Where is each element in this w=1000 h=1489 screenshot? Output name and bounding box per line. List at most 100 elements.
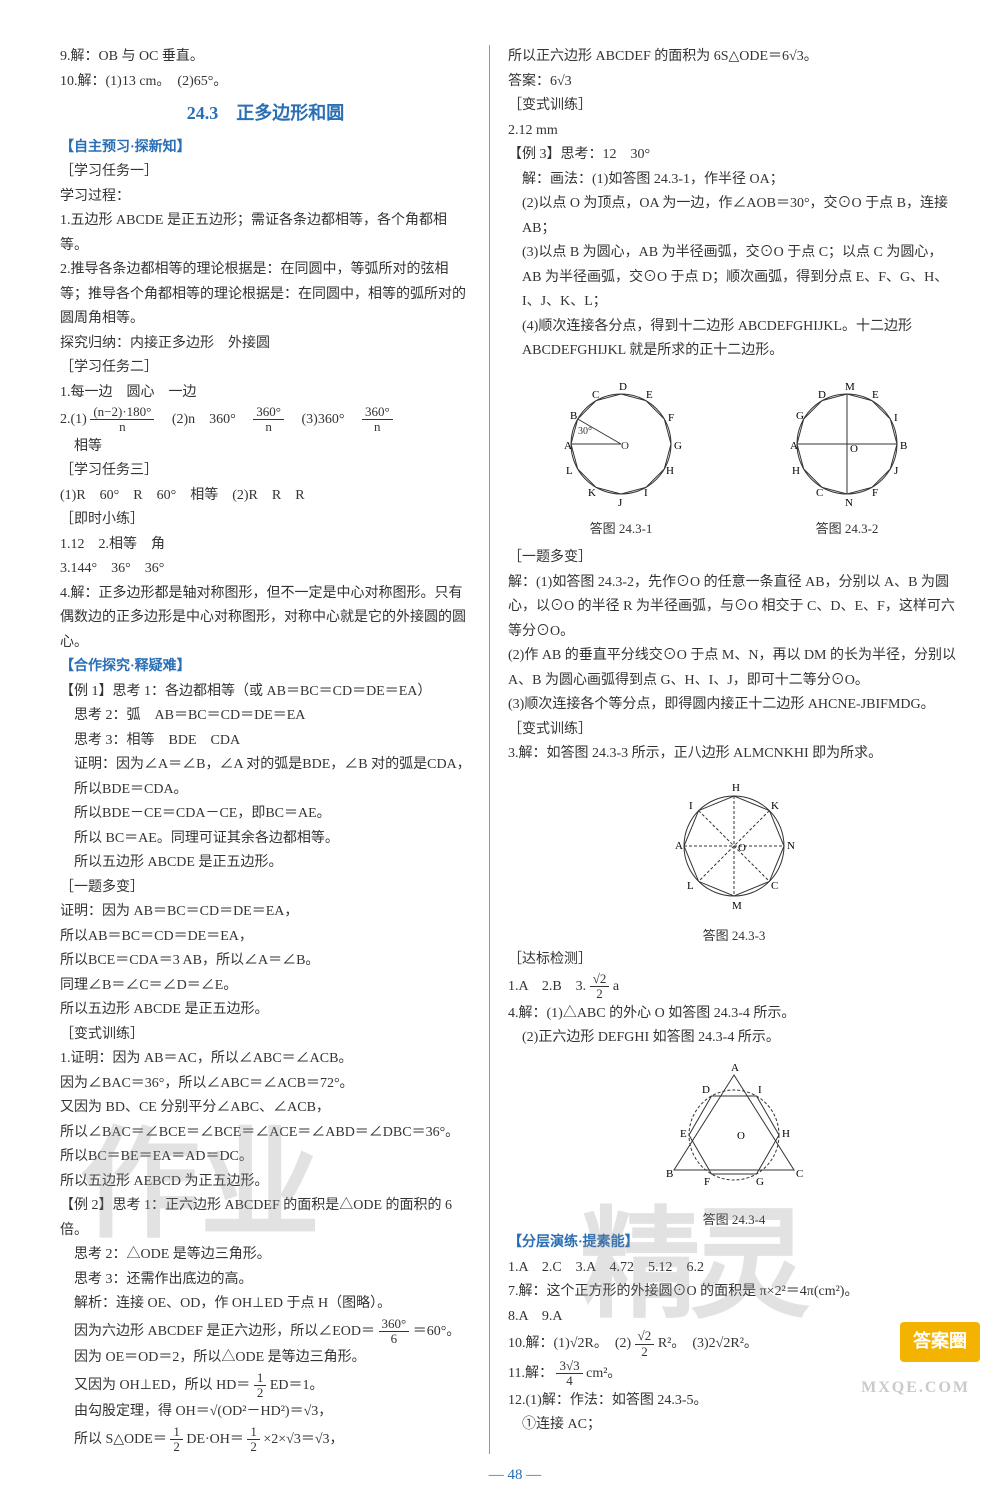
svg-text:M: M (732, 900, 742, 912)
right-column: 所以正六边形 ABCDEF 的面积为 6S△ODE＝6√3。 答案：6√3 ［变… (490, 45, 960, 1454)
line: 因为∠BAC＝36°，所以∠ABC＝∠ACB＝72°。 (60, 1072, 471, 1097)
fraction: (n−2)·180°n (90, 405, 154, 435)
line: 1.12 2.相等 角 (60, 533, 471, 558)
figure-3: O H K N C M L A I 答图 24.3-3 (508, 771, 960, 948)
svg-text:O: O (621, 440, 629, 452)
dodecagon-svg-2: O A B M N D E G I H J C F (772, 374, 922, 514)
line: 8.A 9.A (508, 1305, 960, 1330)
text: cm²。 (586, 1366, 621, 1381)
svg-text:H: H (732, 782, 740, 794)
line: 学习过程： (60, 185, 471, 210)
line: 1.每一边 圆心 一边 (60, 381, 471, 406)
svg-text:I: I (689, 800, 693, 812)
line: 证明：因为 AB＝BC＝CD＝DE＝EA， (60, 900, 471, 925)
fig-caption: 答图 24.3-2 (772, 518, 922, 541)
text: (2)n 360° (158, 412, 250, 427)
line: 所以BCE＝CDA＝3 AB，所以∠A＝∠B。 (60, 949, 471, 974)
line: ［一题多变］ (508, 546, 960, 571)
svg-text:O: O (850, 443, 858, 455)
svg-text:H: H (792, 465, 800, 477)
line: 所以∠BAC＝∠BCE＝∠BCE＝∠ACE＝∠ABD＝∠DBC＝36°。 (60, 1121, 471, 1146)
svg-text:G: G (756, 1176, 764, 1188)
line: 1.五边形 ABCDE 是正五边形；需证各条边都相等，各个角都相等。 (60, 209, 471, 258)
line: 4.解：(1)△ABC 的外心 O 如答图 24.3-4 所示。 (508, 1002, 960, 1027)
svg-text:D: D (818, 389, 826, 401)
line: 因为 OE＝OD＝2，所以△ODE 是等边三角形。 (60, 1346, 471, 1371)
line: ［变式训练］ (508, 718, 960, 743)
line: 思考 2：△ODE 是等边三角形。 (60, 1243, 471, 1268)
line: 思考 3：相等 BDE CDA (60, 729, 471, 754)
svg-text:L: L (687, 880, 694, 892)
two-column-layout: 9.解：OB 与 OC 垂直。 10.解：(1)13 cm。 (2)65°。 2… (60, 45, 970, 1454)
line: 解析：连接 OE、OD，作 OH⊥ED 于点 H（图略）。 (60, 1292, 471, 1317)
page-number: — 48 — (60, 1462, 970, 1488)
fraction: 360°n (362, 405, 393, 435)
line: 又因为 OH⊥ED，所以 HD＝ 12 ED＝1。 (60, 1371, 471, 1401)
line: (1)R 60° R 60° 相等 (2)R R R (60, 484, 471, 509)
octagon-svg: O H K N C M L A I (659, 771, 809, 921)
text: DE·OH＝ (186, 1432, 244, 1447)
line: 思考 3：还需作出底边的高。 (60, 1268, 471, 1293)
line: 所以五边形 ABCDE 是正五边形。 (60, 851, 471, 876)
line: 所以正六边形 ABCDEF 的面积为 6S△ODE＝6√3。 (508, 45, 960, 70)
line: 10.解：(1)13 cm。 (2)65°。 (60, 70, 471, 95)
fraction: 12 (170, 1425, 183, 1455)
svg-text:C: C (592, 389, 599, 401)
line: 【例 3】思考：12 30° (508, 143, 960, 168)
line: ［达标检测］ (508, 948, 960, 973)
watermark-url: MXQE.COM (861, 1374, 970, 1402)
line: (2)作 AB 的垂直平分线交⊙O 于点 M、N，再以 DM 的长为半径，分别以… (508, 644, 960, 693)
svg-text:J: J (618, 497, 623, 509)
fraction: 360°n (253, 405, 284, 435)
line: 因为六边形 ABCDEF 是正六边形，所以∠EOD＝ 360°6 ＝60°。 (60, 1317, 471, 1347)
svg-text:C: C (796, 1168, 803, 1180)
line: 所以五边形 ABCDE 是正五边形。 (60, 998, 471, 1023)
svg-text:A: A (675, 840, 683, 852)
fig-caption: 答图 24.3-4 (508, 1209, 960, 1232)
svg-text:H: H (666, 465, 674, 477)
fraction: √22 (590, 972, 610, 1002)
fig-caption: 答图 24.3-1 (546, 518, 696, 541)
left-column: 9.解：OB 与 OC 垂直。 10.解：(1)13 cm。 (2)65°。 2… (60, 45, 490, 1454)
svg-text:F: F (704, 1176, 710, 1188)
line: ［变式训练］ (60, 1023, 471, 1048)
answer-badge: 答案圈 (900, 1322, 980, 1362)
line: 探究归纳：内接正多边形 外接圆 (60, 332, 471, 357)
line: 7.解：这个正方形的外接圆⊙O 的面积是 π×2²＝4π(cm²)。 (508, 1280, 960, 1305)
line: 证明：因为∠A＝∠B，∠A 对的弧是BDE，∠B 对的弧是CDA，所以BDE＝C… (60, 753, 471, 802)
svg-text:I: I (758, 1084, 762, 1096)
svg-text:G: G (796, 410, 804, 422)
fraction: 12 (247, 1425, 260, 1455)
line: 所以BDE－CE＝CDA－CE，即BC＝AE。 (60, 802, 471, 827)
line: 9.解：OB 与 OC 垂直。 (60, 45, 471, 70)
line: 所以BC＝BE＝EA＝AD＝DC。 (60, 1145, 471, 1170)
page-num-value: 48 (508, 1467, 523, 1483)
line: 1.A 2.B 3. √22 a (508, 972, 960, 1002)
line: 【例 1】思考 1：各边都相等（或 AB＝BC＝CD＝DE＝EA） (60, 680, 471, 705)
line: (4)顺次连接各分点，得到十二边形 ABCDEFGHIJKL。十二边形 ABCD… (508, 315, 960, 364)
svg-text:B: B (666, 1168, 673, 1180)
line: ［学习任务二］ (60, 356, 471, 381)
fig-caption: 答图 24.3-3 (508, 925, 960, 948)
svg-text:O: O (737, 1130, 745, 1142)
line: (3)以点 B 为圆心，AB 为半径画弧，交⊙O 于点 C；以点 C 为圆心，A… (508, 241, 960, 315)
line: ［变式训练］ (508, 94, 960, 119)
line: 解：画法：(1)如答图 24.3-1，作半径 OA； (508, 168, 960, 193)
line: 解：(1)如答图 24.3-2，先作⊙O 的任意一条直径 AB，分别以 A、B … (508, 571, 960, 645)
line: 由勾股定理，得 OH＝√(OD²－HD²)＝√3， (60, 1400, 471, 1425)
line: ［学习任务三］ (60, 459, 471, 484)
line: 所以五边形 AEBCD 为正五边形。 (60, 1170, 471, 1195)
line: (3)顺次连接各个等分点，即得圆内接正十二边形 AHCNE-JBIFMDG。 (508, 693, 960, 718)
figure-4: O A B C D E F G H I 答图 24.3-4 (508, 1055, 960, 1232)
svg-text:A: A (790, 440, 798, 452)
line: 所以 S△ODE＝ 12 DE·OH＝ 12 ×2×√3＝√3， (60, 1425, 471, 1455)
line: 1.证明：因为 AB＝AC，所以∠ABC＝∠ACB。 (60, 1047, 471, 1072)
line: ［即时小练］ (60, 508, 471, 533)
text: 1.A 2.B 3. (508, 979, 586, 994)
figure-2: O A B M N D E G I H J C F 答图 24.3-2 (772, 370, 922, 541)
fraction: 360°6 (379, 1317, 410, 1347)
svg-text:M: M (845, 381, 855, 393)
line: (2)正六边形 DEFGHI 如答图 24.3-4 所示。 (508, 1026, 960, 1051)
svg-text:O: O (738, 842, 746, 854)
line: (2)以点 O 为顶点，OA 为一边，作∠AOB＝30°，交⊙O 于点 B，连接… (508, 192, 960, 241)
